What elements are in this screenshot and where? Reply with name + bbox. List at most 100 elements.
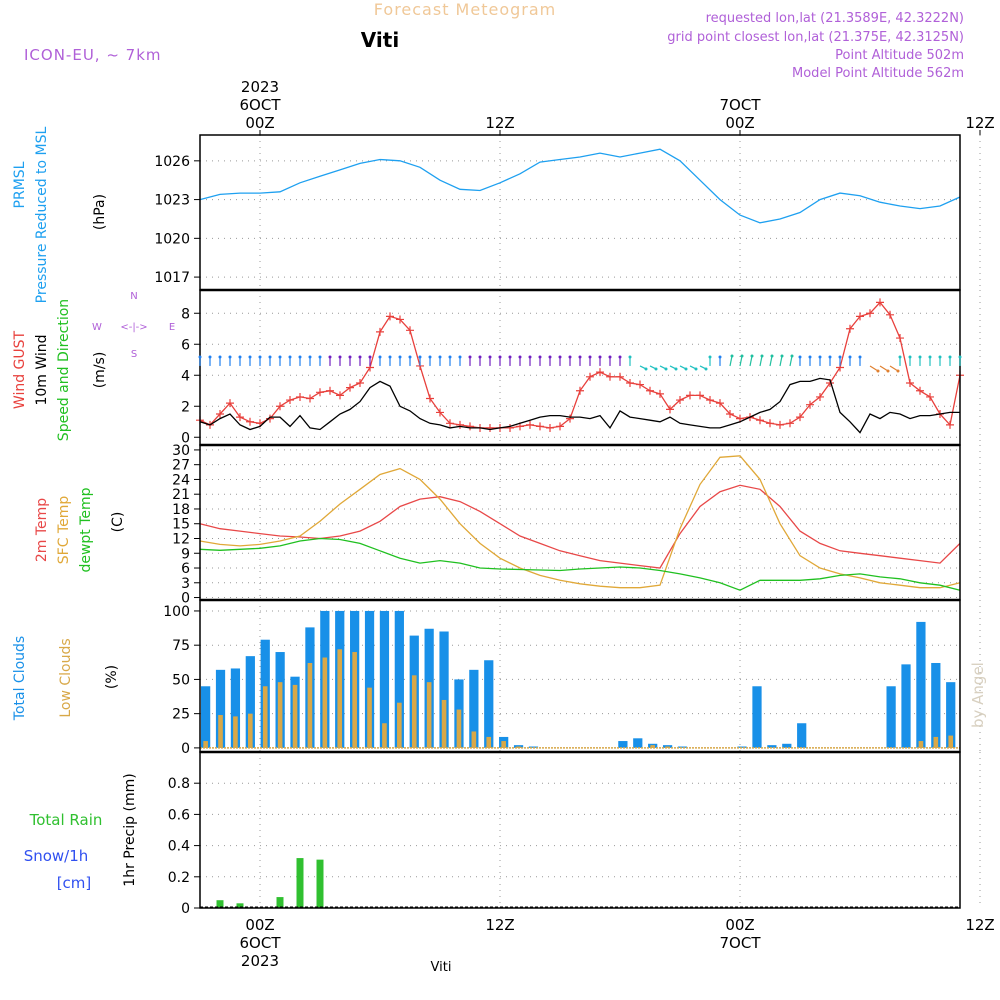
gust-marker bbox=[796, 413, 804, 422]
gust-marker bbox=[896, 334, 904, 343]
total-cloud-bar bbox=[230, 668, 241, 748]
wind-arrow-head bbox=[288, 355, 292, 359]
total-cloud-bar bbox=[916, 621, 926, 748]
low-cloud-bar bbox=[665, 746, 670, 748]
wind-arrow-head bbox=[438, 355, 442, 359]
wind-arrow-head bbox=[538, 355, 542, 359]
gust-marker bbox=[426, 394, 434, 403]
wind-direction-arrows bbox=[198, 354, 962, 373]
low-cloud-bar bbox=[441, 699, 447, 748]
point-altitude: Point Altitude 502m bbox=[835, 48, 964, 63]
y-tick-label: 0 bbox=[181, 901, 190, 917]
wind-arrow-head bbox=[664, 367, 668, 371]
wind-arrow-head bbox=[908, 355, 912, 359]
wind-arrow-head bbox=[378, 355, 382, 359]
total-cloud-bar bbox=[737, 746, 747, 748]
wind-arrow-head bbox=[338, 355, 342, 359]
total-cloud-bar bbox=[662, 745, 673, 748]
requested-coords: requested lon,lat (21.3589E, 42.3222N) bbox=[706, 11, 964, 26]
gust-marker bbox=[926, 392, 934, 401]
wind-arrow-head bbox=[328, 355, 332, 359]
gust-marker bbox=[526, 420, 534, 429]
total-cloud-bar bbox=[767, 745, 777, 748]
gust-marker bbox=[386, 312, 394, 321]
wind-arrow-head bbox=[898, 355, 902, 359]
y-tick-label: 1023 bbox=[154, 193, 190, 209]
wind-arrow-head bbox=[828, 355, 832, 359]
top-axis-hour: 00Z bbox=[725, 114, 754, 132]
rain-bar bbox=[296, 858, 304, 908]
bottom-axis-hour: 00Z bbox=[725, 916, 754, 934]
y-tick-label: 24 bbox=[172, 472, 190, 488]
wind-arrow-head bbox=[838, 355, 842, 359]
wind-arrow-head bbox=[238, 355, 242, 359]
total-cloud-bar bbox=[618, 741, 628, 748]
total-cloud-bar bbox=[364, 610, 375, 748]
rain-bar bbox=[216, 900, 224, 908]
wind-arrow-head bbox=[488, 355, 492, 359]
footer-location: Viti bbox=[431, 960, 452, 975]
wind-arrow-head bbox=[218, 355, 222, 359]
top-axis-year: 2023 bbox=[241, 78, 279, 96]
wind-arrow-head bbox=[458, 355, 462, 359]
wind-arrow bbox=[869, 365, 879, 372]
location-title: Viti bbox=[361, 28, 399, 52]
gust-marker bbox=[346, 383, 354, 392]
gust-marker bbox=[816, 392, 824, 401]
low-cloud-bar bbox=[471, 731, 477, 748]
y-tick-label: 12 bbox=[172, 531, 190, 547]
precip-unit-label: 1hr Precip (mm) bbox=[122, 773, 138, 886]
total-cloud-bar bbox=[797, 723, 807, 748]
low-cloud-bar bbox=[218, 715, 223, 748]
wind-arrow-head bbox=[886, 369, 890, 373]
gust-marker bbox=[406, 326, 414, 335]
gust-marker bbox=[236, 413, 244, 422]
gust-marker bbox=[876, 298, 884, 307]
bottom-axis-hour: 12Z bbox=[965, 916, 994, 934]
low-cloud-bar bbox=[456, 709, 462, 748]
wind-arrow-head bbox=[780, 354, 784, 358]
gust-marker bbox=[696, 391, 704, 400]
dewpoint-label: dewpt Temp bbox=[78, 487, 94, 572]
t2m-label: 2m Temp bbox=[34, 498, 50, 562]
bottom-axis-day: 7OCT bbox=[720, 934, 762, 952]
wind-arrow-head bbox=[268, 355, 272, 359]
y-tick-label: 18 bbox=[172, 502, 190, 518]
y-tick-label: 30 bbox=[172, 443, 190, 459]
total-cloud-bar bbox=[484, 660, 494, 748]
gust-marker bbox=[806, 400, 814, 409]
gust-marker bbox=[466, 422, 474, 431]
gust-marker bbox=[906, 379, 914, 387]
wind-arrow bbox=[759, 355, 763, 367]
total-cloud-bar bbox=[201, 686, 211, 748]
top-axis-day: 6OCT bbox=[240, 96, 282, 114]
precip-frame bbox=[199, 751, 961, 909]
wind-arrow-head bbox=[760, 354, 764, 358]
total-cloud-bar bbox=[215, 669, 226, 748]
bottom-axis-hour: 00Z bbox=[245, 916, 274, 934]
wind-arrow-head bbox=[368, 355, 372, 359]
wind-arrow-head bbox=[258, 355, 262, 359]
wind-arrow-head bbox=[654, 367, 658, 371]
rain-bar bbox=[236, 903, 244, 908]
y-tick-label: 1020 bbox=[154, 231, 190, 247]
wind-arrow-head bbox=[876, 369, 880, 373]
model-altitude: Model Point Altitude 562m bbox=[792, 66, 964, 81]
gust-marker bbox=[376, 327, 384, 336]
gridpoint-coords: grid point closest lon,lat (21.375E, 42.… bbox=[667, 30, 964, 45]
y-tick-label: 6 bbox=[181, 561, 190, 577]
top-axis-day: 7OCT bbox=[720, 96, 762, 114]
y-tick-label: 6 bbox=[181, 337, 190, 353]
total-cloud-bar bbox=[901, 664, 911, 748]
snow-label: Snow/1h bbox=[24, 847, 89, 865]
y-tick-label: 1026 bbox=[154, 154, 190, 170]
wind-arrow-head bbox=[740, 354, 744, 358]
top-axis-hour: 00Z bbox=[245, 114, 274, 132]
y-tick-label: 3 bbox=[181, 576, 190, 592]
gust-marker bbox=[326, 386, 334, 395]
gust-marker bbox=[766, 419, 774, 428]
gust-marker bbox=[856, 312, 864, 321]
gust-marker bbox=[886, 310, 894, 319]
low-cloud-bar bbox=[337, 649, 343, 748]
